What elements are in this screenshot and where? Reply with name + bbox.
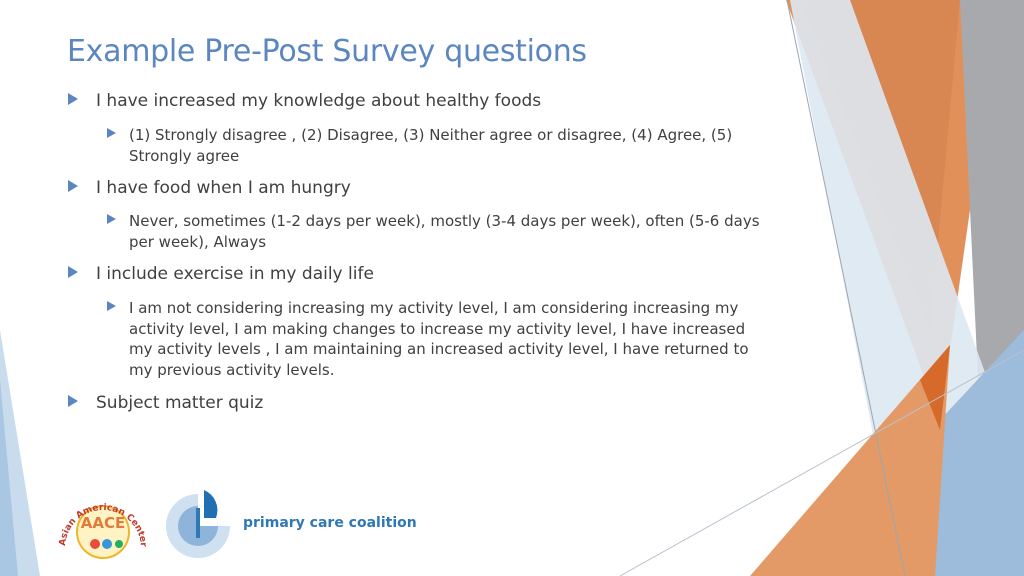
sub-bullet-arrow-icon (107, 128, 116, 138)
pcc-bar (196, 508, 200, 538)
slide-title: Example Pre-Post Survey questions (67, 34, 587, 69)
aace-logo: Asian American Center of Excellence AACE (55, 486, 148, 559)
pcc-blue-quarter (204, 490, 218, 518)
sub-bullet-text: (1) Strongly disagree , (2) Disagree, (3… (129, 126, 733, 165)
bullet-arrow-icon (68, 180, 78, 192)
orange-accent (920, 345, 950, 430)
sub-bullet-arrow-icon (107, 301, 116, 311)
sub-bullet-item: (1) Strongly disagree , (2) Disagree, (3… (107, 125, 769, 166)
bullet-item: I have food when I am hungry (68, 178, 351, 198)
deco-line-1 (786, 0, 906, 576)
pcc-logo-text: primary care coalition (243, 515, 417, 531)
sub-bullet-text: Never, sometimes (1-2 days per week), mo… (129, 212, 760, 251)
bullet-text: I include exercise in my daily life (96, 264, 374, 284)
aace-figure-green (115, 540, 123, 548)
bullet-text: Subject matter quiz (96, 393, 264, 413)
sub-bullet-item: I am not considering increasing my activ… (107, 298, 769, 380)
bullet-arrow-icon (68, 395, 78, 407)
aace-figure-red (90, 539, 100, 549)
bullet-text: I have increased my knowledge about heal… (96, 91, 542, 111)
bullet-item: I have increased my knowledge about heal… (68, 91, 542, 111)
deco-line-2 (619, 349, 1024, 576)
bullet-text: I have food when I am hungry (96, 178, 351, 198)
bullet-arrow-icon (68, 93, 78, 105)
aace-center-text: AACE (81, 514, 125, 532)
bullet-item: I include exercise in my daily life (68, 264, 374, 284)
aace-figure-blue (102, 539, 112, 549)
bullet-item: Subject matter quiz (68, 393, 264, 413)
pcc-logo (166, 490, 230, 558)
sub-bullet-arrow-icon (107, 214, 116, 224)
sub-bullet-text: I am not considering increasing my activ… (129, 299, 749, 379)
bullet-arrow-icon (68, 266, 78, 278)
left-blue-sliver-dark (0, 380, 18, 576)
orange-panel-lower (750, 345, 950, 576)
grey-panel (960, 0, 1024, 420)
sub-bullet-item: Never, sometimes (1-2 days per week), mo… (107, 211, 769, 252)
